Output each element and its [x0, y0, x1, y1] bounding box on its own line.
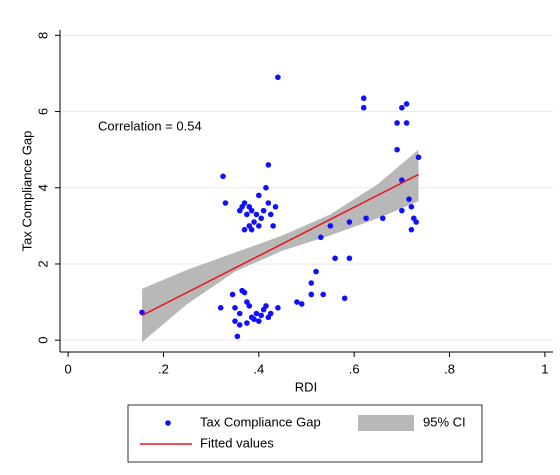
point [408, 204, 415, 210]
point [275, 74, 281, 81]
point [406, 196, 412, 202]
point [360, 95, 367, 102]
annotation: Correlation = 0.54 [98, 118, 202, 133]
point [265, 162, 272, 168]
point [253, 310, 260, 317]
point [248, 226, 255, 233]
legend-box [127, 404, 483, 463]
point [236, 322, 243, 328]
x-tick-label: .4 [253, 361, 264, 376]
point [263, 303, 269, 309]
point [232, 318, 238, 324]
point [234, 333, 241, 340]
point [244, 211, 250, 218]
point [260, 207, 267, 214]
point [394, 146, 400, 153]
point [217, 304, 224, 311]
point [272, 204, 279, 210]
point [251, 219, 257, 225]
point [232, 304, 238, 311]
point [263, 184, 269, 191]
legend-symbol [165, 420, 171, 426]
fit-line [141, 173, 419, 317]
point [298, 301, 305, 307]
x-tick-label: .8 [444, 361, 455, 376]
y-tick-label: 8 [35, 32, 50, 39]
point [294, 299, 300, 305]
legend-symbol [358, 415, 414, 431]
point [308, 291, 315, 298]
point [360, 104, 367, 111]
point [363, 215, 369, 222]
point [258, 312, 265, 319]
point [413, 219, 419, 225]
point [220, 173, 226, 180]
point [267, 211, 274, 218]
point [270, 223, 276, 229]
point [244, 299, 250, 305]
point [408, 226, 415, 233]
point [265, 200, 272, 206]
legend-label: Fitted values [200, 435, 274, 450]
point [313, 268, 319, 275]
point [251, 316, 257, 323]
point [253, 211, 260, 218]
point [222, 200, 229, 206]
point [341, 295, 348, 302]
point [308, 280, 315, 286]
point [241, 200, 248, 206]
point [256, 223, 262, 229]
point [241, 289, 248, 296]
x-tick-label: 1 [541, 361, 548, 376]
point [318, 234, 324, 241]
point [229, 291, 236, 298]
y-tick-label: 2 [35, 260, 50, 267]
x-tick-label: .2 [158, 361, 169, 376]
point [403, 101, 410, 107]
point [379, 215, 386, 222]
x-axis-title: RDI [295, 379, 317, 394]
point [327, 223, 334, 229]
point [332, 255, 338, 262]
point [258, 215, 265, 222]
point [415, 154, 422, 161]
legend-label: Tax Compliance Gap [200, 414, 321, 429]
point [236, 310, 243, 317]
legend-label: 95% CI [423, 414, 466, 429]
point [267, 310, 274, 317]
x-tick-label: 0 [64, 361, 71, 376]
point [275, 304, 281, 311]
y-tick-label: 0 [35, 337, 50, 344]
y-tick-label: 6 [35, 108, 50, 115]
point [256, 318, 262, 324]
ci-band [142, 149, 419, 343]
point [320, 291, 326, 298]
y-axis-title: Tax Compliance Gap [19, 131, 34, 252]
point [394, 120, 400, 126]
point [248, 207, 255, 214]
point [241, 226, 248, 233]
x-tick-label: .6 [349, 361, 360, 376]
point [244, 320, 250, 326]
point [346, 219, 353, 225]
point [139, 309, 145, 316]
point [399, 104, 405, 111]
point [346, 255, 353, 262]
point [399, 207, 405, 214]
point [256, 192, 262, 199]
point [403, 120, 410, 126]
y-tick-label: 4 [35, 184, 50, 191]
